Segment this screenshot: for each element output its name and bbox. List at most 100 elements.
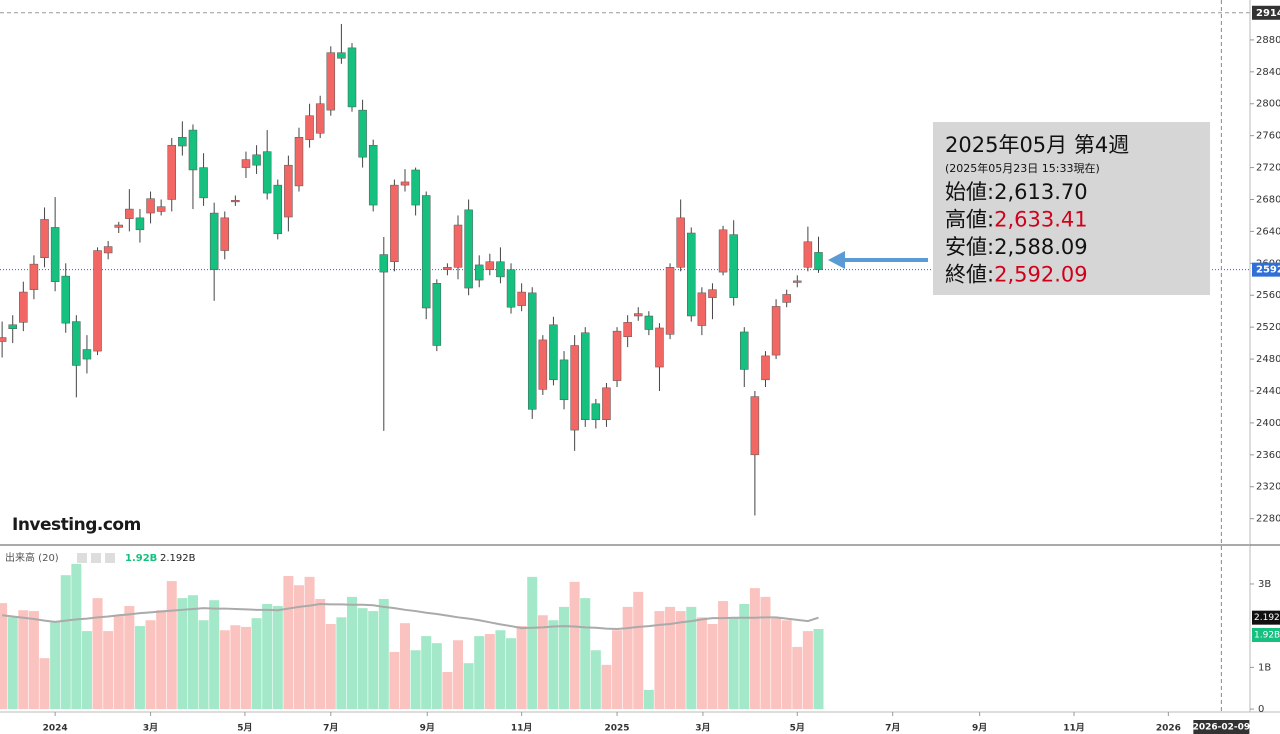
volume-bar	[113, 615, 124, 710]
volume-bar	[71, 563, 82, 710]
candle-body	[580, 332, 590, 420]
volume-bar	[124, 606, 135, 710]
y-tick-label: 2520	[1256, 322, 1280, 333]
y-tick-label: 2560	[1256, 290, 1280, 301]
volume-bar	[474, 636, 485, 710]
volume-bar	[548, 620, 559, 710]
volume-bar	[590, 650, 601, 710]
candle-body	[231, 200, 240, 203]
volume-bar	[813, 629, 824, 710]
candle-body	[199, 167, 208, 199]
candle-body	[559, 359, 569, 401]
right-axis-bg	[1250, 0, 1280, 712]
volume-tag	[1252, 628, 1280, 642]
volume-bar	[580, 598, 591, 710]
tooltip-row: 高値:2,633.41	[945, 208, 1088, 232]
volume-bar	[315, 598, 326, 710]
tooltip-row-label: 終値:	[945, 263, 994, 287]
candle-body	[676, 217, 685, 268]
candle-body	[284, 164, 293, 218]
last-price-tag	[1252, 262, 1280, 277]
y-tick-label: 2280	[1256, 514, 1280, 525]
volume-y-tick-label: 3B	[1258, 579, 1271, 590]
candle-body	[687, 232, 696, 317]
y-tick-label: 2360	[1256, 450, 1280, 461]
volume-bar	[272, 606, 283, 710]
volume-bar	[346, 596, 357, 710]
y-tick-label: 2680	[1256, 194, 1280, 205]
candle-body	[305, 115, 314, 140]
volume-bar	[92, 598, 103, 710]
tooltip-row-value: 2,613.70	[994, 180, 1088, 204]
tooltip-subtitle: (2025年05月23日 15:33現在)	[945, 161, 1100, 175]
candle-body	[655, 327, 664, 368]
volume-bar	[643, 689, 654, 710]
candle-body	[411, 169, 420, 206]
candle-body	[326, 52, 336, 111]
candle-body	[623, 322, 632, 337]
volume-bar	[749, 588, 760, 710]
volume-bar	[7, 617, 18, 710]
tooltip-bg	[933, 122, 1210, 295]
candle-body	[814, 252, 823, 270]
volume-y-tick-label: 1B	[1258, 662, 1271, 673]
axes: 2280232023602400244024802520256026002640…	[43, 5, 1280, 734]
x-tick-label: 11月	[1063, 723, 1085, 734]
volume-legend: 出来高 (20)	[5, 551, 59, 564]
candle-body	[644, 315, 654, 330]
legend-icon[interactable]	[77, 553, 87, 563]
volume-bar	[81, 631, 92, 710]
candle-body	[782, 294, 791, 303]
tooltip-row: 始値:2,613.70	[945, 180, 1088, 204]
volume-bar	[209, 600, 220, 710]
volume-bar	[802, 631, 813, 710]
tooltip-row-label: 高値:	[945, 208, 994, 232]
volume-bar	[792, 646, 803, 710]
candle-body	[570, 345, 579, 431]
candle-body	[40, 219, 49, 258]
volume-bar	[368, 611, 379, 710]
legend-icon[interactable]	[105, 553, 115, 563]
volume-last: 1.92B	[125, 553, 157, 564]
volume-bar	[506, 638, 517, 710]
candle-body	[517, 291, 526, 306]
legend-icon[interactable]	[91, 553, 101, 563]
volume-bar	[771, 618, 782, 710]
volume-bar	[633, 591, 644, 710]
volume-bar	[654, 611, 665, 710]
candle-body	[167, 144, 177, 200]
candle-body	[125, 208, 134, 219]
volume-bar	[28, 611, 39, 710]
candle-body	[549, 324, 558, 381]
volume-y-tick-label: 0	[1258, 704, 1264, 715]
tooltip-row-value: 2,588.09	[994, 235, 1088, 259]
crosshair-label: 2026-02-09	[1193, 723, 1251, 733]
x-tick-label: 2026	[1156, 724, 1181, 734]
y-tick-label: 2640	[1256, 226, 1280, 237]
y-tick-label: 2880	[1256, 35, 1280, 46]
volume-bar	[431, 643, 442, 710]
candle-body	[209, 212, 219, 270]
volume-bar	[612, 630, 623, 710]
tooltip-row-value: 2,592.09	[994, 263, 1088, 287]
volume-bar	[177, 598, 188, 710]
volume-bar	[601, 664, 612, 710]
candle-body	[729, 234, 738, 298]
tooltip-rows: 始値:2,613.70高値:2,633.41安値:2,588.09終値:2,59…	[945, 180, 1088, 287]
volume-bar	[251, 618, 262, 710]
logo: Investing.com	[12, 515, 141, 535]
volume-bar	[516, 626, 527, 710]
candle-body	[103, 246, 113, 254]
candle-body	[474, 264, 484, 281]
candle-body	[665, 267, 675, 335]
volume-bar	[453, 640, 464, 710]
volume-bar	[230, 625, 241, 710]
volume-bar	[134, 626, 145, 710]
volume-bar	[262, 603, 273, 710]
tooltip-row-label: 始値:	[945, 180, 994, 204]
candle-body	[188, 129, 198, 171]
y-tick-label: 2720	[1256, 163, 1280, 174]
x-tick-label: 11月	[511, 723, 533, 734]
volume-bar	[400, 623, 411, 710]
x-tick-label: 3月	[695, 723, 710, 734]
